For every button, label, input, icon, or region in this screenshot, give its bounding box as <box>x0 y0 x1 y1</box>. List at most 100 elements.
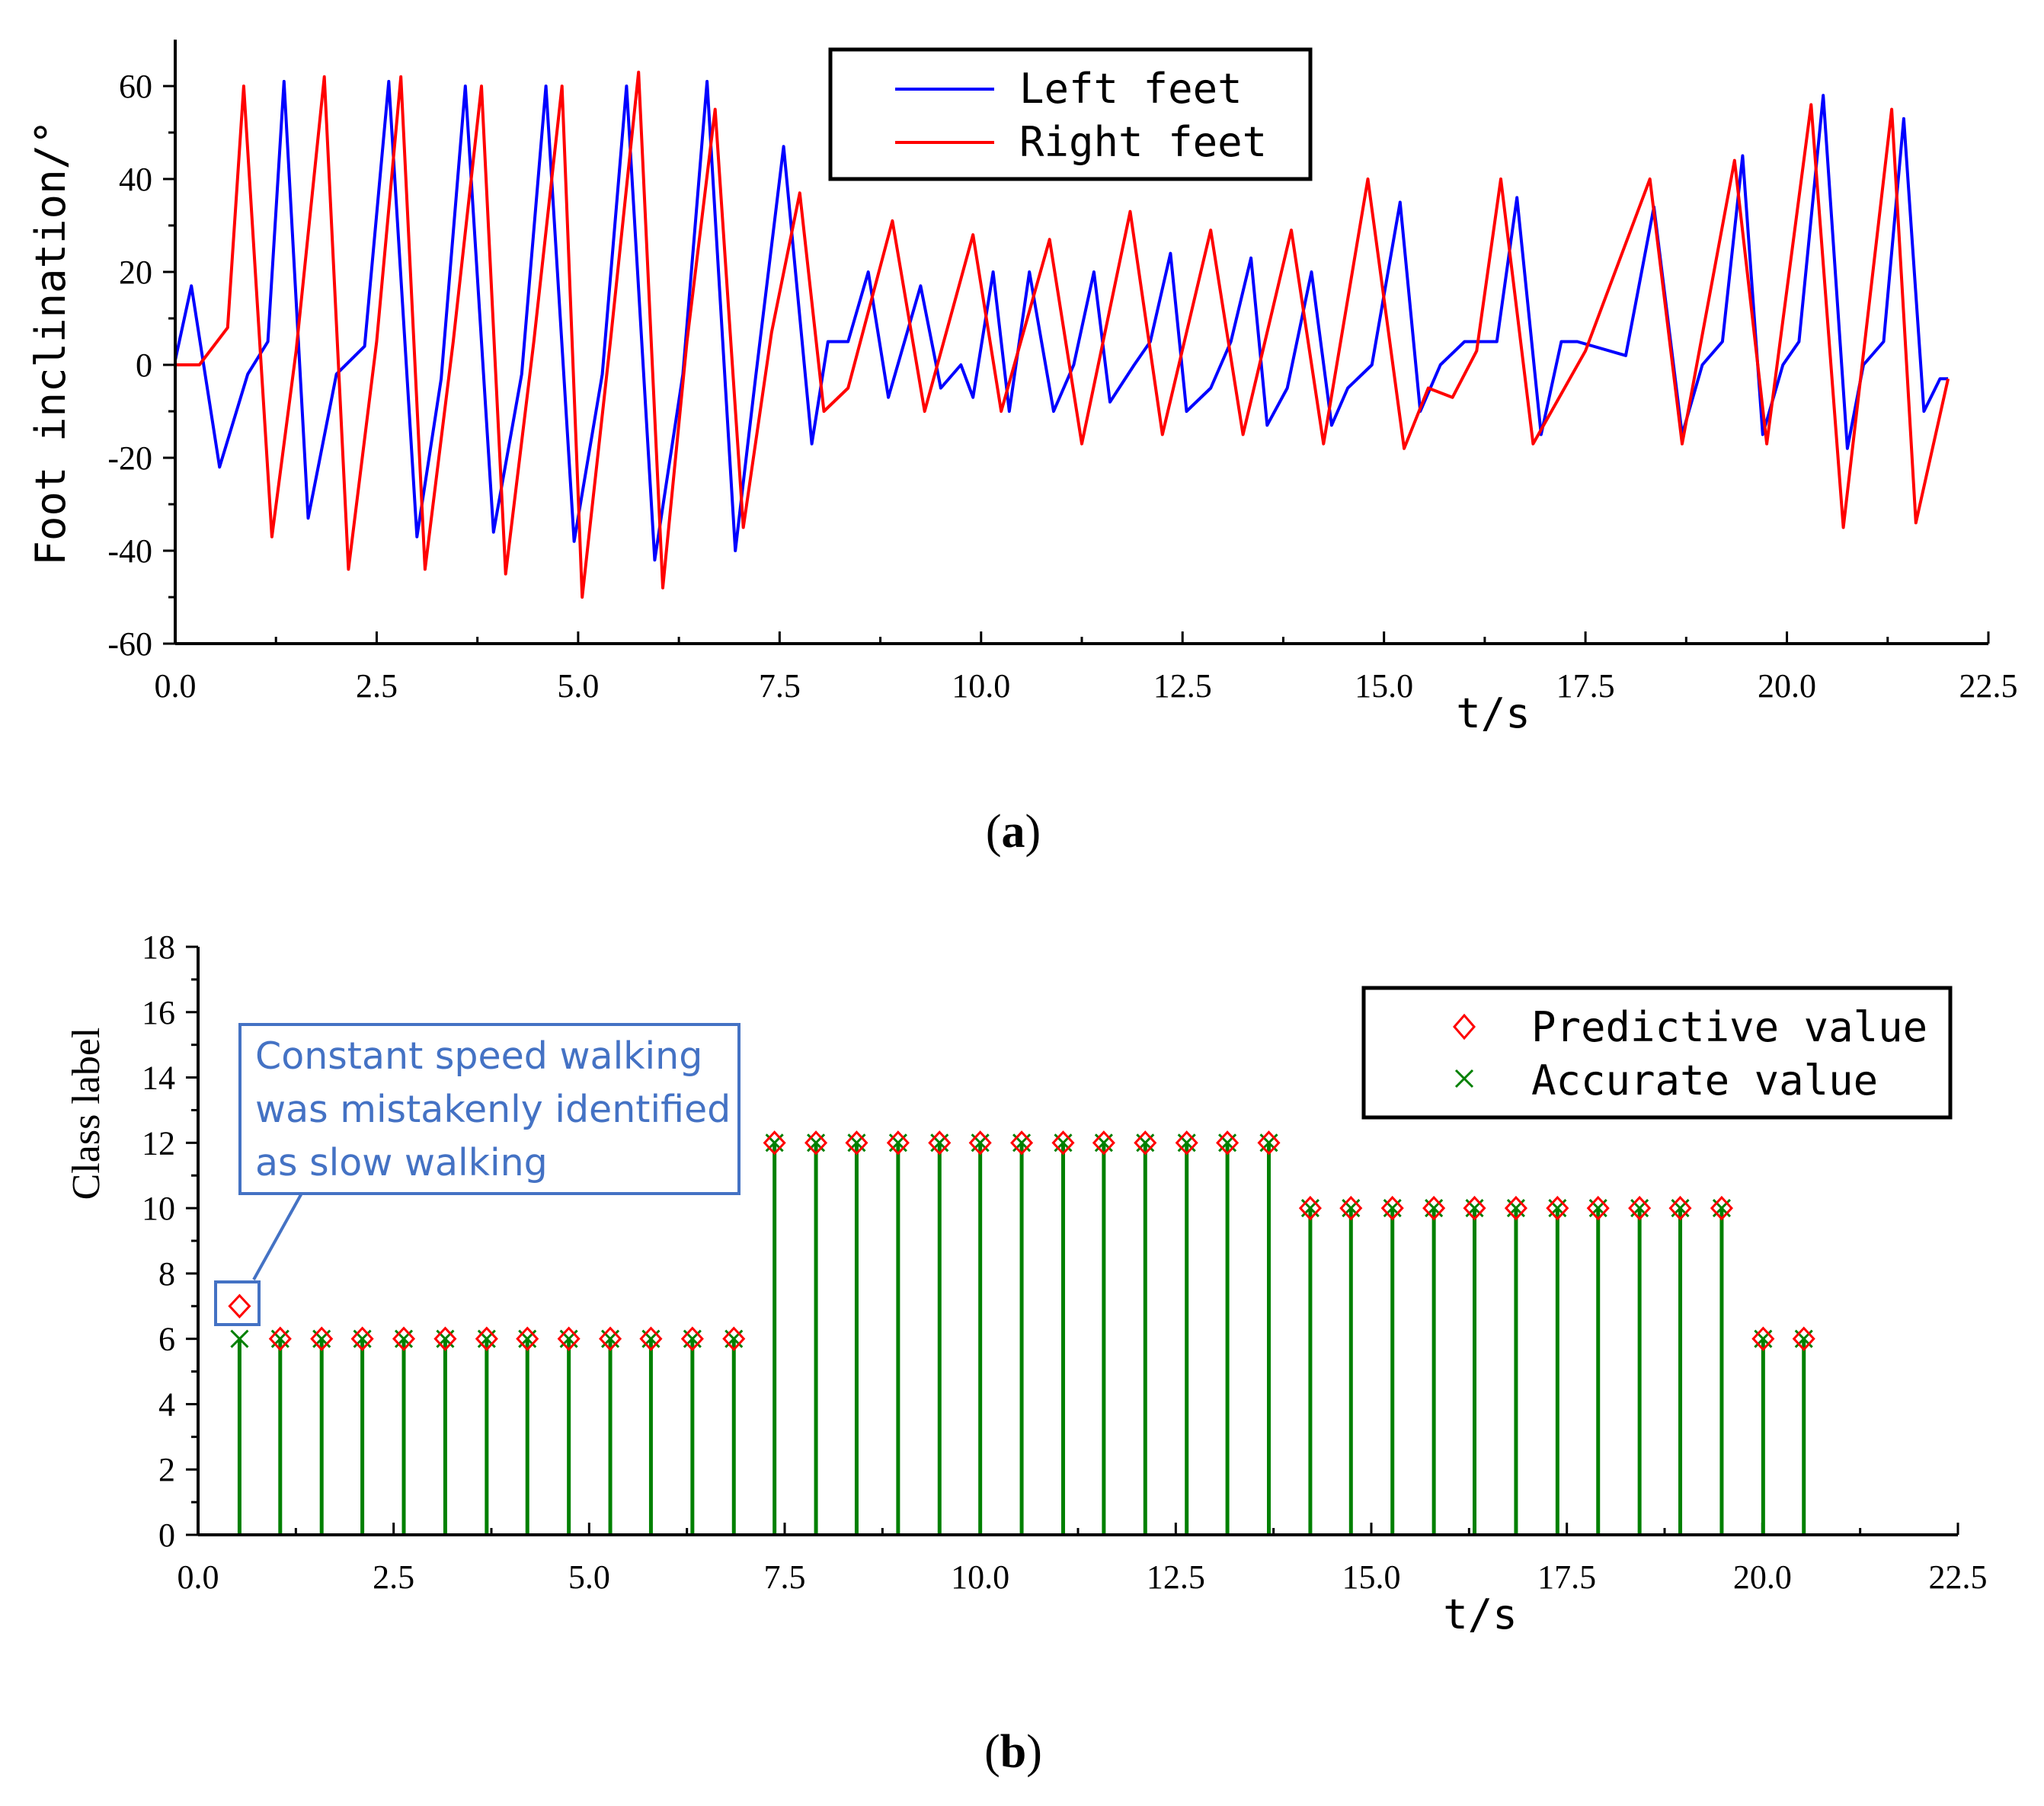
panel-a-x-tick-label: 12.5 <box>1153 667 1212 705</box>
panel-a-y-tick-label: -40 <box>107 532 152 570</box>
panel-a-ticks: 0.0 2.5 5.0 7.5 10.0 12.5 15.0 17.5 20.0 22.5 -60 -… <box>107 68 2017 705</box>
panel-b-y-tick-label: 2 <box>158 1451 175 1488</box>
panel-b-x-tick-label: 0.0 <box>178 1558 219 1596</box>
predictive-value-marker <box>804 1130 828 1156</box>
panel-a-x-tick-label: 0.0 <box>155 667 197 705</box>
panel-b-x-tick-label: 2.5 <box>373 1558 414 1596</box>
panel-a-y-tick-label: 40 <box>119 161 152 198</box>
predictive-value-marker <box>268 1326 292 1351</box>
panel-b-axes <box>197 947 1958 1536</box>
predictive-value-marker <box>392 1326 416 1351</box>
annotation-highlight-box <box>214 1280 261 1326</box>
legend-predictive-marker <box>1453 1013 1476 1040</box>
panel-b-y-tick-label: 12 <box>142 1124 175 1162</box>
predictive-value-marker <box>1134 1130 1157 1156</box>
predictive-value-marker <box>680 1326 704 1351</box>
panel-b-y-tick-label: 14 <box>142 1060 175 1097</box>
panel-b-x-tick-label: 10.0 <box>951 1558 1009 1596</box>
panel-a-x-tick-label: 7.5 <box>759 667 801 705</box>
panel-b-x-tick-label: 17.5 <box>1537 1558 1596 1596</box>
misclassification-annotation: Constant speed walking was mistakenly id… <box>214 1023 741 1326</box>
predictive-value-marker <box>516 1326 539 1351</box>
panel-b-y-axis-title: Class label <box>65 1028 108 1200</box>
predictive-value-marker <box>1710 1195 1733 1221</box>
predictive-value-marker <box>1051 1130 1075 1156</box>
panel-a-x-tick-label: 10.0 <box>952 667 1010 705</box>
predictive-value-marker <box>475 1326 498 1351</box>
annotation-line-3: as slow walking <box>255 1141 548 1184</box>
predictive-value-marker <box>310 1326 334 1351</box>
annotation-line-1: Constant speed walking <box>255 1034 702 1078</box>
panel-a-legend: Left feet Right feet <box>828 47 1313 181</box>
panel-b-legend-box <box>1361 986 1953 1120</box>
panel-a-y-axis-title: Foot inclination/° <box>27 120 75 565</box>
panel-a-y-tick-label: -20 <box>107 440 152 477</box>
predictive-value-marker <box>1257 1130 1281 1156</box>
panel-a-y-tick-label: 60 <box>119 68 152 105</box>
predictive-value-marker <box>1010 1130 1034 1156</box>
panel-a-y-tick-label: -60 <box>107 625 152 663</box>
panel-b-x-tick-label: 22.5 <box>1929 1558 1988 1596</box>
predictive-value-marker <box>1175 1130 1198 1156</box>
predictive-value-marker <box>1216 1130 1240 1156</box>
predictive-value-marker <box>557 1326 581 1351</box>
predictive-value-marker <box>599 1326 622 1351</box>
annotation-line-2: was mistakenly identified <box>255 1088 731 1131</box>
panel-b-legend: Predictive value Accurate value <box>1361 986 1953 1120</box>
predictive-value-marker <box>1463 1195 1486 1221</box>
predictive-value-marker <box>1751 1326 1775 1351</box>
panel-a-y-tick-label: 0 <box>136 347 152 384</box>
panel-a-series <box>174 70 1950 599</box>
panel-a-x-tick-label: 5.0 <box>557 667 599 705</box>
predictive-value-marker <box>639 1326 663 1351</box>
panel-b-caption: (b) <box>984 1726 1042 1778</box>
legend-right-feet-label: Right feet <box>1019 118 1267 166</box>
panel-a-x-axis-title: t/s <box>1456 689 1531 737</box>
panel-a-legend-box <box>828 47 1313 181</box>
panel-b-y-tick-label: 18 <box>142 929 175 966</box>
panel-a-x-tick-label: 20.0 <box>1758 667 1816 705</box>
predictive-value-marker <box>1422 1195 1446 1221</box>
predictive-value-marker <box>1546 1195 1569 1221</box>
panel-a-caption: (a) <box>986 806 1041 858</box>
panel-a-x-tick-label: 15.0 <box>1355 667 1413 705</box>
right-feet-series-line <box>175 70 1950 599</box>
panel-b-y-tick-label: 4 <box>158 1386 175 1423</box>
panel-b-x-tick-label: 12.5 <box>1147 1558 1205 1596</box>
panel-a-x-tick-label: 22.5 <box>1959 667 2018 705</box>
predictive-value-marker <box>1668 1195 1692 1221</box>
predictive-value-marker <box>1792 1326 1815 1351</box>
panel-b-y-tick-label: 16 <box>142 994 175 1031</box>
predictive-value-marker <box>1380 1195 1404 1221</box>
panel-a-x-tick-label: 2.5 <box>356 667 398 705</box>
predictive-value-marker <box>928 1130 952 1156</box>
panel-a-line-chart: 0.0 2.5 5.0 7.5 10.0 12.5 15.0 17.5 20.0 22.5 -60 -… <box>27 40 2018 858</box>
predictive-value-marker <box>1628 1195 1652 1221</box>
panel-b-caption-letter: b <box>1000 1726 1026 1778</box>
legend-left-feet-label: Left feet <box>1019 65 1243 113</box>
panel-b-scatter-chart: 0.0 2.5 5.0 7.5 10.0 12.5 15.0 17.5 20.0 22.5 0 2 4 6… <box>65 929 1988 1778</box>
predictive-value-marker <box>1339 1195 1363 1221</box>
predictive-value-marker <box>433 1326 457 1351</box>
panel-b-x-tick-label: 20.0 <box>1733 1558 1792 1596</box>
panel-b-x-tick-label: 7.5 <box>764 1558 806 1596</box>
predictive-value-marker <box>968 1130 992 1156</box>
panel-b-y-tick-label: 8 <box>158 1255 175 1293</box>
predictive-value-marker <box>1504 1195 1527 1221</box>
predictive-value-marker <box>228 1293 251 1319</box>
panel-a-caption-letter: a <box>1002 806 1025 858</box>
panel-b-x-tick-label: 15.0 <box>1342 1558 1401 1596</box>
predictive-value-marker <box>1586 1195 1610 1221</box>
predictive-value-marker <box>886 1130 910 1156</box>
predictive-value-marker <box>350 1326 374 1351</box>
panel-a-axes <box>174 40 1988 645</box>
panel-b-y-tick-label: 6 <box>158 1321 175 1358</box>
accurate-value-marker <box>230 1329 249 1348</box>
legend-accurate-marker <box>1454 1069 1474 1088</box>
legend-accurate-label: Accurate value <box>1531 1056 1878 1104</box>
predictive-value-marker <box>1092 1130 1115 1156</box>
predictive-value-marker <box>763 1130 786 1156</box>
annotation-callout-box <box>238 1023 741 1195</box>
panel-b-x-tick-label: 5.0 <box>568 1558 610 1596</box>
